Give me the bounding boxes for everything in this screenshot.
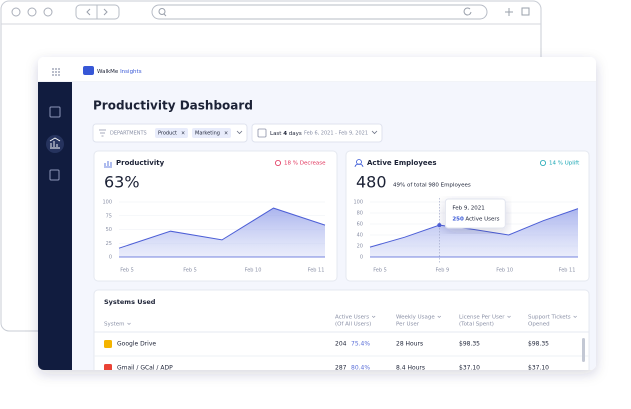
y-tick-label: 75 (106, 213, 112, 219)
cell: 80.4% (351, 365, 370, 372)
x-tick-label: Feb 10 (245, 268, 262, 274)
y-tick-label: 60 (357, 222, 363, 228)
address-bar[interactable] (151, 4, 488, 20)
card-badge: 18 % Decrease (284, 161, 326, 167)
date-unit: days (289, 131, 302, 137)
card-title: Active Employees (367, 159, 437, 167)
date-last: Last (270, 131, 282, 137)
table-card (93, 289, 590, 370)
sort-icon (437, 315, 441, 318)
cell: 287 (335, 365, 347, 372)
sort-icon (573, 315, 577, 318)
app-icon (104, 340, 112, 348)
hover-point (437, 223, 442, 228)
chip-close[interactable]: × (224, 131, 228, 137)
y-tick-label: 80 (357, 211, 363, 217)
card-title: Productivity (116, 159, 165, 167)
chip[interactable] (155, 128, 188, 138)
column-subheader: (Total Spent) (459, 322, 494, 328)
sort-icon (507, 315, 511, 318)
column-header[interactable]: Support Tickets (528, 315, 571, 321)
brand-product: Insights (120, 69, 142, 75)
y-tick-label: 0 (360, 255, 363, 261)
line (118, 207, 326, 249)
nav-icon[interactable] (49, 106, 61, 118)
page-title: Productivity Dashboard (93, 99, 253, 113)
date-count: 4 (283, 131, 287, 137)
x-tick-label: Feb 5 (373, 268, 387, 274)
cell: 28 Hours (396, 341, 423, 348)
line (369, 208, 579, 248)
column-header[interactable]: License Per User (459, 315, 505, 321)
cell: $37.10 (459, 365, 480, 372)
apps-grid-icon[interactable] (52, 68, 60, 76)
column-subheader: Opened (528, 322, 550, 328)
cell: $98.35 (459, 341, 480, 348)
y-tick-label: 0 (109, 255, 112, 261)
card-value: 63% (104, 173, 140, 192)
chip-label: Marketing (195, 131, 220, 137)
x-tick-label: Feb 9 (436, 268, 450, 274)
logo-icon (83, 66, 94, 75)
column-subheader: (Of All Users) (335, 322, 371, 328)
table-title: Systems Used (104, 298, 156, 306)
table: System Active Users Weekly Usage License Pe… (94, 315, 589, 372)
cell: $98.35 (528, 341, 549, 348)
column-header[interactable]: Weekly Usage (396, 315, 435, 321)
tooltip-label: Active Users (465, 217, 499, 223)
brand-name: WalkMe (97, 69, 119, 75)
chip[interactable] (192, 128, 231, 138)
sort-icon (371, 315, 376, 318)
card-value: 480 (356, 173, 387, 192)
x-tick-label: Feb 11 (308, 268, 325, 274)
x-tick-label: Feb 11 (559, 268, 576, 274)
cell: $37.10 (528, 365, 549, 372)
x-tick-label: Feb 10 (496, 268, 513, 274)
nav-icon[interactable] (49, 169, 60, 181)
cell: Gmail / GCal / ADP (117, 365, 173, 372)
column-subheader: Per User (396, 322, 420, 328)
sort-icon (127, 322, 131, 325)
y-tick-label: 20 (357, 244, 363, 250)
tooltip-value: 250 (452, 217, 464, 223)
card-badge: 14 % Uplift (549, 161, 580, 167)
column-header[interactable]: System (104, 322, 125, 328)
date-text: Last 4 days (270, 131, 302, 137)
cell: Google Drive (117, 341, 156, 348)
column-header[interactable]: Active Users (335, 315, 369, 321)
sidebar (38, 82, 72, 370)
tooltip (444, 198, 506, 229)
filter-label: DEPARTMENTS (110, 131, 147, 137)
chip-label: Product (158, 131, 177, 137)
chip-close[interactable]: × (181, 131, 185, 137)
tooltip-title: Feb 9, 2021 (452, 206, 484, 212)
x-tick-label: Feb 5 (120, 268, 134, 274)
app: WalkMe Insights Productivity Dashboard D… (38, 57, 596, 372)
date-range: Feb 6, 2021 - Feb 9, 2021 (304, 131, 368, 137)
y-tick-label: 25 (106, 241, 112, 247)
cell: 75.4% (351, 341, 370, 348)
area (370, 208, 578, 257)
nav-active[interactable] (46, 135, 64, 153)
y-tick-label: 40 (357, 233, 363, 239)
charts: 0 25 50 75 100 Feb 5 Feb 5 Feb 10 Feb 11 0 20 40 60 8… (102, 198, 579, 274)
date-filter[interactable] (251, 123, 383, 143)
x-tick-label: Feb 5 (183, 268, 197, 274)
card-note: 49% of total 980 Employees (393, 183, 471, 189)
cell: 8.4 Hours (396, 365, 425, 372)
app-icon (104, 364, 112, 370)
area (119, 208, 325, 257)
brand: WalkMe Insights (97, 69, 142, 75)
y-tick-label: 100 (353, 200, 363, 206)
cell: 204 (335, 341, 347, 348)
y-tick-label: 50 (106, 227, 112, 233)
scrollbar[interactable] (582, 338, 585, 362)
y-tick-label: 100 (102, 200, 112, 206)
